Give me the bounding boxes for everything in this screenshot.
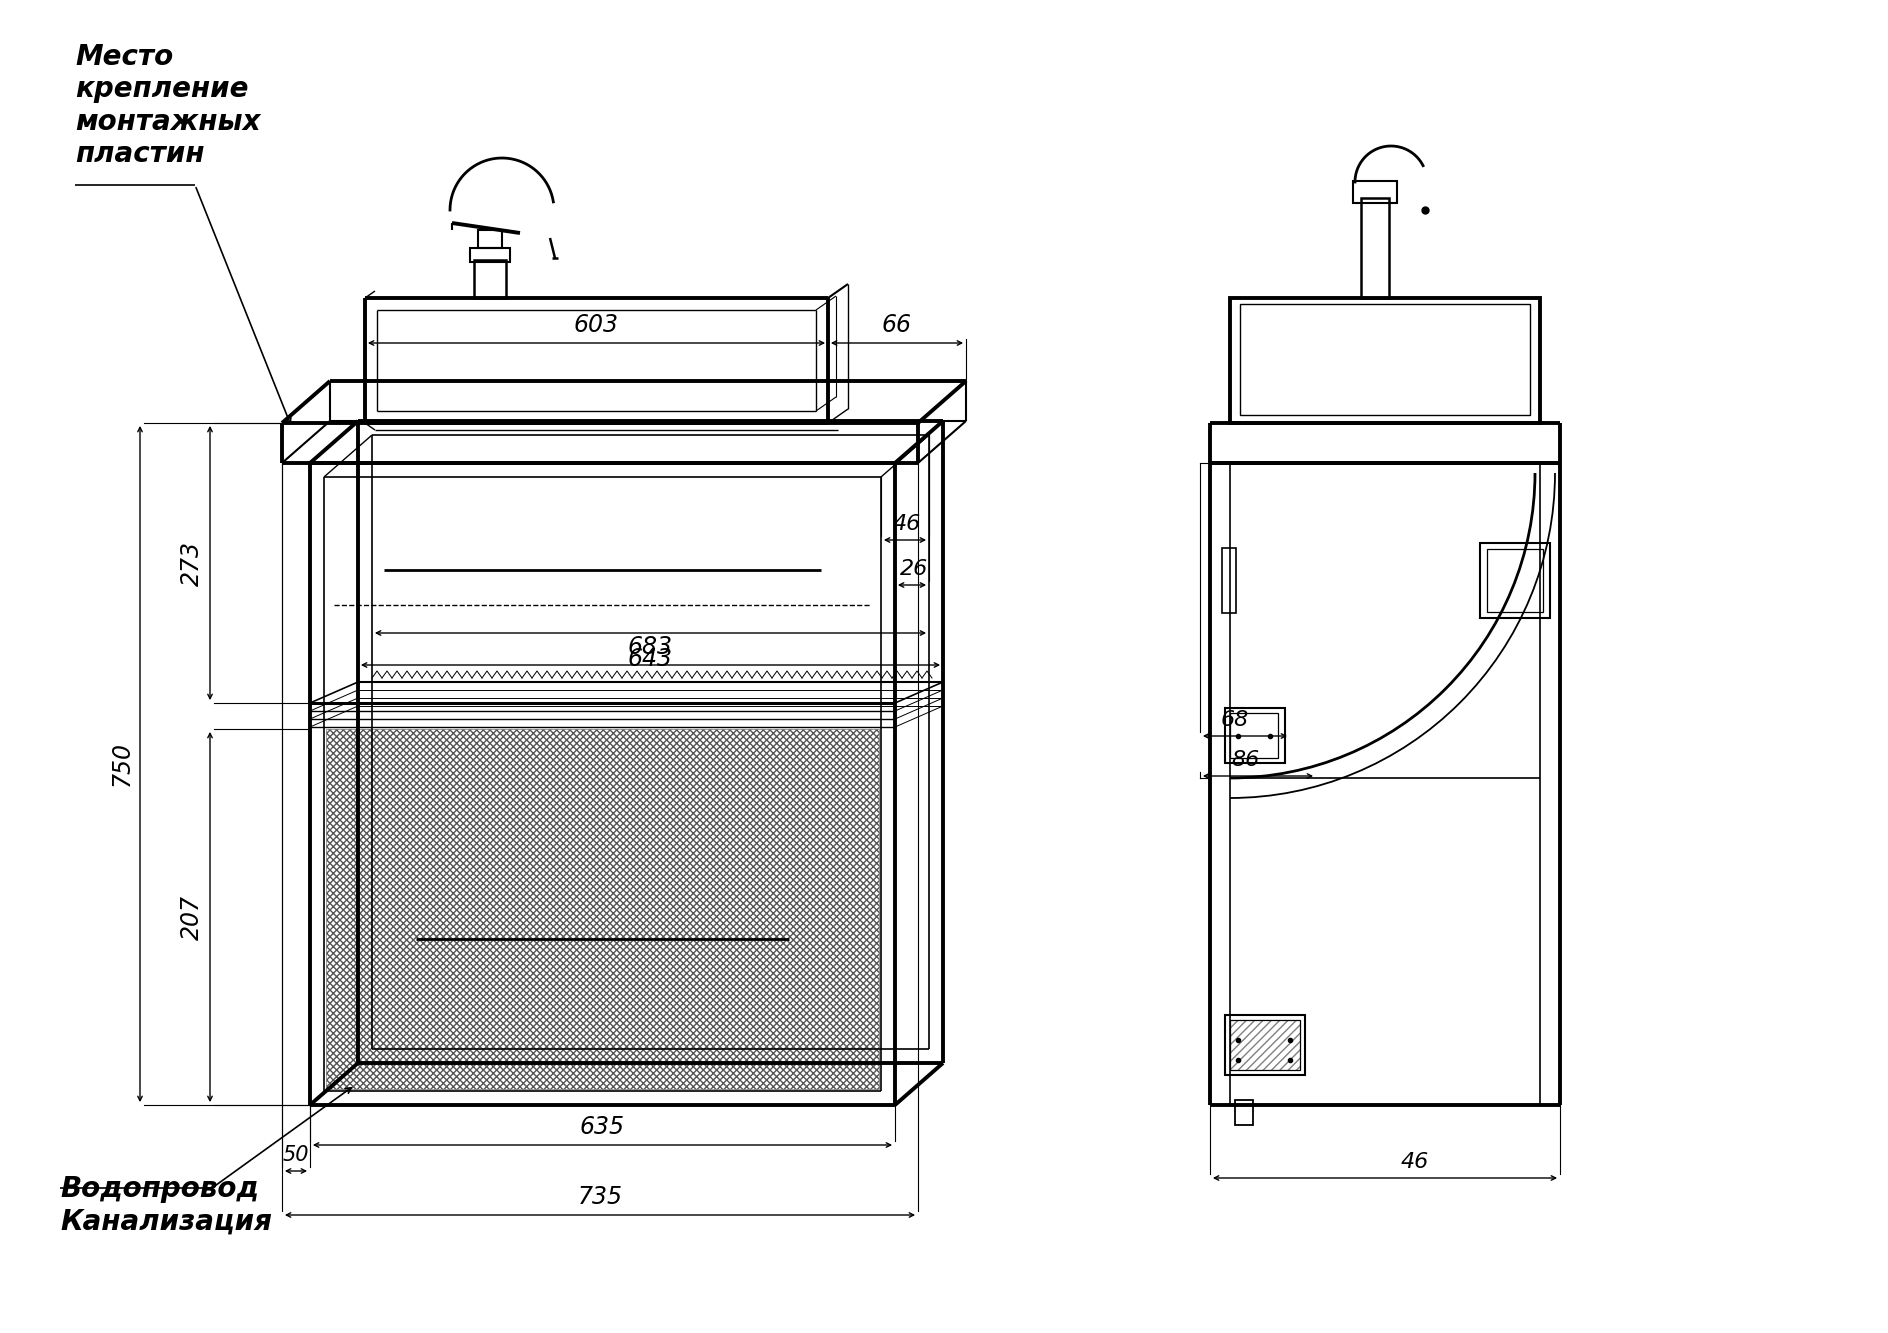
Bar xyxy=(1235,1100,1254,1125)
Text: 46: 46 xyxy=(893,515,921,535)
Text: Место
крепление
монтажных
пластин: Место крепление монтажных пластин xyxy=(76,43,261,168)
Bar xyxy=(1354,181,1397,203)
Text: 643: 643 xyxy=(629,647,672,670)
Text: 635: 635 xyxy=(580,1114,625,1138)
Text: 50: 50 xyxy=(283,1145,310,1165)
Text: 46: 46 xyxy=(1401,1152,1429,1172)
Text: 735: 735 xyxy=(578,1185,623,1209)
Bar xyxy=(470,248,510,263)
Bar xyxy=(1225,708,1286,762)
Bar xyxy=(1222,548,1237,613)
Text: 86: 86 xyxy=(1231,750,1259,770)
Bar xyxy=(1361,199,1390,299)
Text: 66: 66 xyxy=(882,313,912,337)
Bar xyxy=(1229,299,1541,423)
Bar xyxy=(1488,549,1542,612)
Text: 68: 68 xyxy=(1222,710,1250,730)
Bar xyxy=(1240,304,1529,415)
Text: 207: 207 xyxy=(179,894,204,940)
Bar xyxy=(327,729,880,1089)
Bar xyxy=(478,231,502,248)
Bar xyxy=(1480,543,1550,619)
Bar xyxy=(1229,1020,1301,1070)
Text: 273: 273 xyxy=(179,540,204,585)
Text: Водопровод
Канализация: Водопровод Канализация xyxy=(60,1174,272,1236)
Text: 683: 683 xyxy=(629,635,672,659)
Text: 603: 603 xyxy=(574,313,619,337)
Bar xyxy=(1225,1014,1305,1074)
Bar xyxy=(474,260,506,299)
Bar xyxy=(1229,713,1278,758)
Bar xyxy=(1229,1020,1301,1070)
Text: 750: 750 xyxy=(110,741,134,786)
Text: 26: 26 xyxy=(901,559,929,579)
